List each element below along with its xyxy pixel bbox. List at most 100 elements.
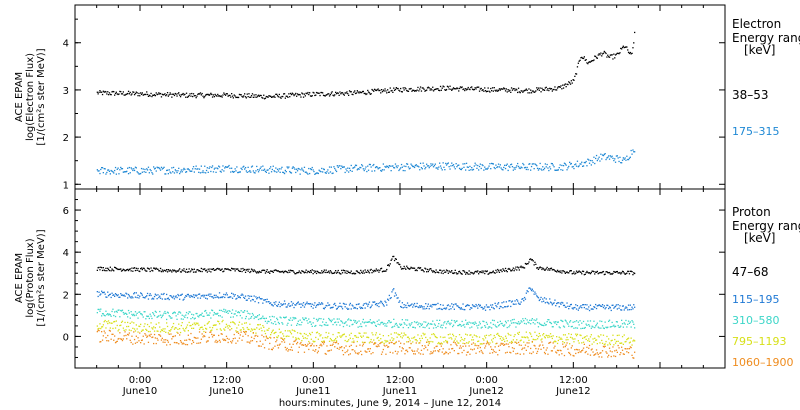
electron-data-point (207, 93, 209, 96)
electron-data-point (118, 173, 120, 175)
proton-data-point (574, 349, 576, 351)
proton-data-point (560, 337, 562, 339)
electron-data-point (198, 93, 200, 95)
electron-legend-entry-38-53: 38–53 (732, 88, 769, 102)
proton-data-point (387, 340, 389, 342)
electron-data-point (112, 90, 114, 93)
proton-data-point (284, 303, 286, 305)
proton-data-point (286, 335, 288, 337)
proton-data-point (206, 314, 208, 316)
proton-data-point (354, 320, 357, 322)
proton-data-point (599, 272, 601, 274)
electron-data-point (496, 166, 498, 169)
proton-data-point (101, 269, 104, 272)
proton-data-point (426, 339, 429, 341)
proton-data-point (153, 342, 155, 345)
proton-data-point (487, 342, 489, 344)
proton-data-point (97, 328, 99, 330)
electron-data-point (600, 153, 602, 155)
proton-data-point (240, 331, 242, 333)
electron-data-point (562, 165, 565, 167)
electron-data-point (287, 96, 289, 98)
proton-data-point (574, 338, 576, 340)
proton-data-point (584, 273, 586, 275)
electron-data-point (191, 170, 193, 172)
proton-data-point (138, 311, 140, 313)
proton-data-point (401, 347, 403, 349)
proton-data-point (506, 271, 508, 273)
proton-data-point (226, 310, 228, 312)
proton-data-point (172, 295, 175, 297)
proton-data-point (142, 329, 144, 331)
electron-data-point (448, 88, 450, 90)
proton-data-point (231, 292, 233, 294)
proton-data-point (347, 340, 349, 342)
proton-data-point (173, 311, 176, 313)
proton-data-point (142, 335, 144, 337)
proton-data-point (159, 297, 162, 299)
electron-data-point (589, 61, 592, 63)
proton-data-point (288, 302, 290, 305)
proton-ytick-label: 2 (63, 290, 69, 301)
proton-data-point (325, 331, 327, 334)
electron-data-point (173, 94, 176, 97)
proton-data-point (269, 316, 271, 318)
proton-data-point (225, 268, 228, 270)
proton-data-point (177, 328, 179, 330)
proton-data-point (325, 304, 327, 307)
proton-data-point (602, 345, 605, 348)
proton-data-point (425, 336, 427, 339)
electron-data-point (393, 89, 396, 91)
proton-data-point (548, 334, 550, 337)
electron-data-point (596, 57, 598, 59)
proton-data-point (187, 313, 189, 315)
proton-data-point (142, 316, 144, 318)
proton-data-point (335, 337, 337, 340)
proton-data-point (528, 339, 530, 341)
proton-data-point (470, 322, 472, 324)
proton-data-point (549, 298, 551, 300)
proton-data-point (483, 270, 485, 272)
proton-data-point (257, 272, 260, 274)
electron-data-point (125, 93, 127, 96)
proton-data-point (227, 312, 229, 314)
proton-data-point (386, 340, 388, 342)
proton-data-point (179, 298, 181, 300)
proton-data-point (261, 334, 263, 336)
proton-data-point (438, 323, 440, 325)
proton-data-point (398, 340, 400, 342)
proton-data-point (501, 302, 503, 304)
proton-data-point (214, 341, 216, 343)
electron-data-point (309, 95, 312, 97)
proton-data-point (580, 327, 582, 330)
electron-data-point (619, 156, 621, 158)
proton-data-point (135, 292, 137, 294)
proton-data-point (535, 347, 537, 350)
proton-data-point (229, 296, 231, 298)
proton-data-point (491, 271, 494, 273)
proton-data-point (200, 338, 202, 340)
electron-data-point (167, 173, 169, 175)
proton-data-point (622, 343, 624, 345)
proton-data-point (469, 327, 471, 329)
proton-data-point (137, 294, 139, 296)
proton-data-point (222, 271, 224, 273)
x-tick-date-label: June10 (122, 386, 158, 397)
proton-data-point (568, 272, 570, 274)
proton-data-point (105, 337, 107, 339)
proton-data-point (217, 320, 219, 322)
proton-data-point (289, 343, 291, 345)
proton-data-point (548, 342, 550, 344)
proton-data-point (300, 272, 302, 274)
proton-data-point (557, 321, 559, 323)
proton-data-point (202, 315, 204, 317)
proton-data-point (115, 310, 117, 312)
electron-data-point (484, 166, 486, 168)
electron-data-point (314, 173, 316, 175)
electron-data-point (470, 169, 472, 171)
proton-data-point (629, 270, 631, 272)
proton-data-point (570, 347, 572, 349)
proton-data-point (354, 350, 356, 352)
proton-data-point (452, 272, 455, 275)
electron-data-point (226, 93, 228, 95)
